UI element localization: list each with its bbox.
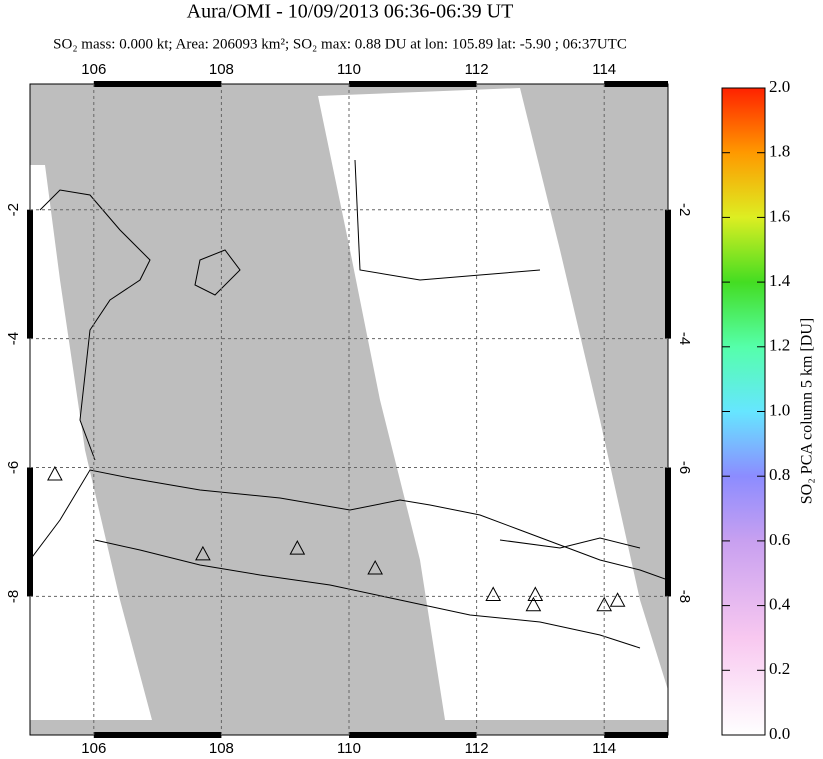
subtitle: SO₂ mass: 0.000 kt; Area: 206093 km²; SO… (53, 36, 627, 52)
volcano (596, 596, 613, 612)
frame-bar (93, 81, 222, 87)
swath (30, 165, 152, 720)
colorbar-tick-label: 1.8 (769, 142, 790, 161)
volcano (289, 540, 306, 555)
coastline (30, 159, 668, 649)
colorbar-tick-label: 0.4 (769, 595, 791, 614)
frame-bar (27, 209, 33, 339)
y-tick-label: -4 (5, 332, 22, 345)
colorbar-tick-label: 1.0 (769, 400, 790, 419)
colorbar-tick-label: 0.0 (769, 724, 790, 743)
volcano (525, 596, 542, 612)
y-tick-label: -2 (5, 203, 22, 216)
colorbar-tick-label: 0.2 (769, 659, 790, 678)
frame-bar (665, 209, 671, 339)
frame-bar (604, 81, 668, 87)
frame-bar (665, 467, 671, 597)
y-tick-label: -4 (676, 332, 693, 345)
x-tick-label: 114 (592, 61, 616, 78)
x-tick-label: 112 (465, 61, 489, 78)
colorbar-label: SO₂ PCA column 5 km [DU] (799, 318, 816, 504)
x-tick-label: 110 (337, 740, 361, 757)
frame-bar (349, 81, 477, 87)
colorbar-tick-label: 1.6 (769, 206, 790, 225)
y-tick-label: -8 (676, 590, 693, 603)
colorbar-tick-label: 2.0 (769, 77, 790, 96)
volcano (47, 465, 63, 481)
colorbar-tick-label: 1.2 (769, 336, 790, 355)
swath (318, 88, 668, 720)
volcano (485, 586, 502, 601)
volcano (367, 560, 383, 575)
title: Aura/OMI - 10/09/2013 06:36-06:39 UT (187, 1, 514, 23)
y-tick-label: -6 (5, 461, 22, 474)
x-tick-label: 112 (465, 740, 489, 757)
x-tick-label: 108 (209, 740, 234, 757)
x-tick-label: 110 (337, 61, 361, 78)
colorbar-tick-label: 0.6 (769, 530, 790, 549)
y-tick-label: -6 (676, 461, 693, 474)
y-tick-label: -8 (5, 590, 22, 603)
x-tick-label: 106 (81, 740, 106, 757)
colorbar-tick-label: 1.4 (769, 271, 791, 290)
volcano (609, 592, 626, 607)
frame-bar (27, 467, 33, 597)
colorbar-tick-label: 0.8 (769, 465, 790, 484)
volcano (195, 545, 211, 561)
x-tick-label: 108 (209, 61, 234, 78)
frame-bar (349, 732, 477, 738)
frame-bar (604, 732, 668, 738)
y-tick-label: -2 (676, 203, 693, 216)
x-tick-label: 114 (592, 740, 616, 757)
x-tick-label: 106 (81, 61, 106, 78)
frame-bar (93, 732, 222, 738)
